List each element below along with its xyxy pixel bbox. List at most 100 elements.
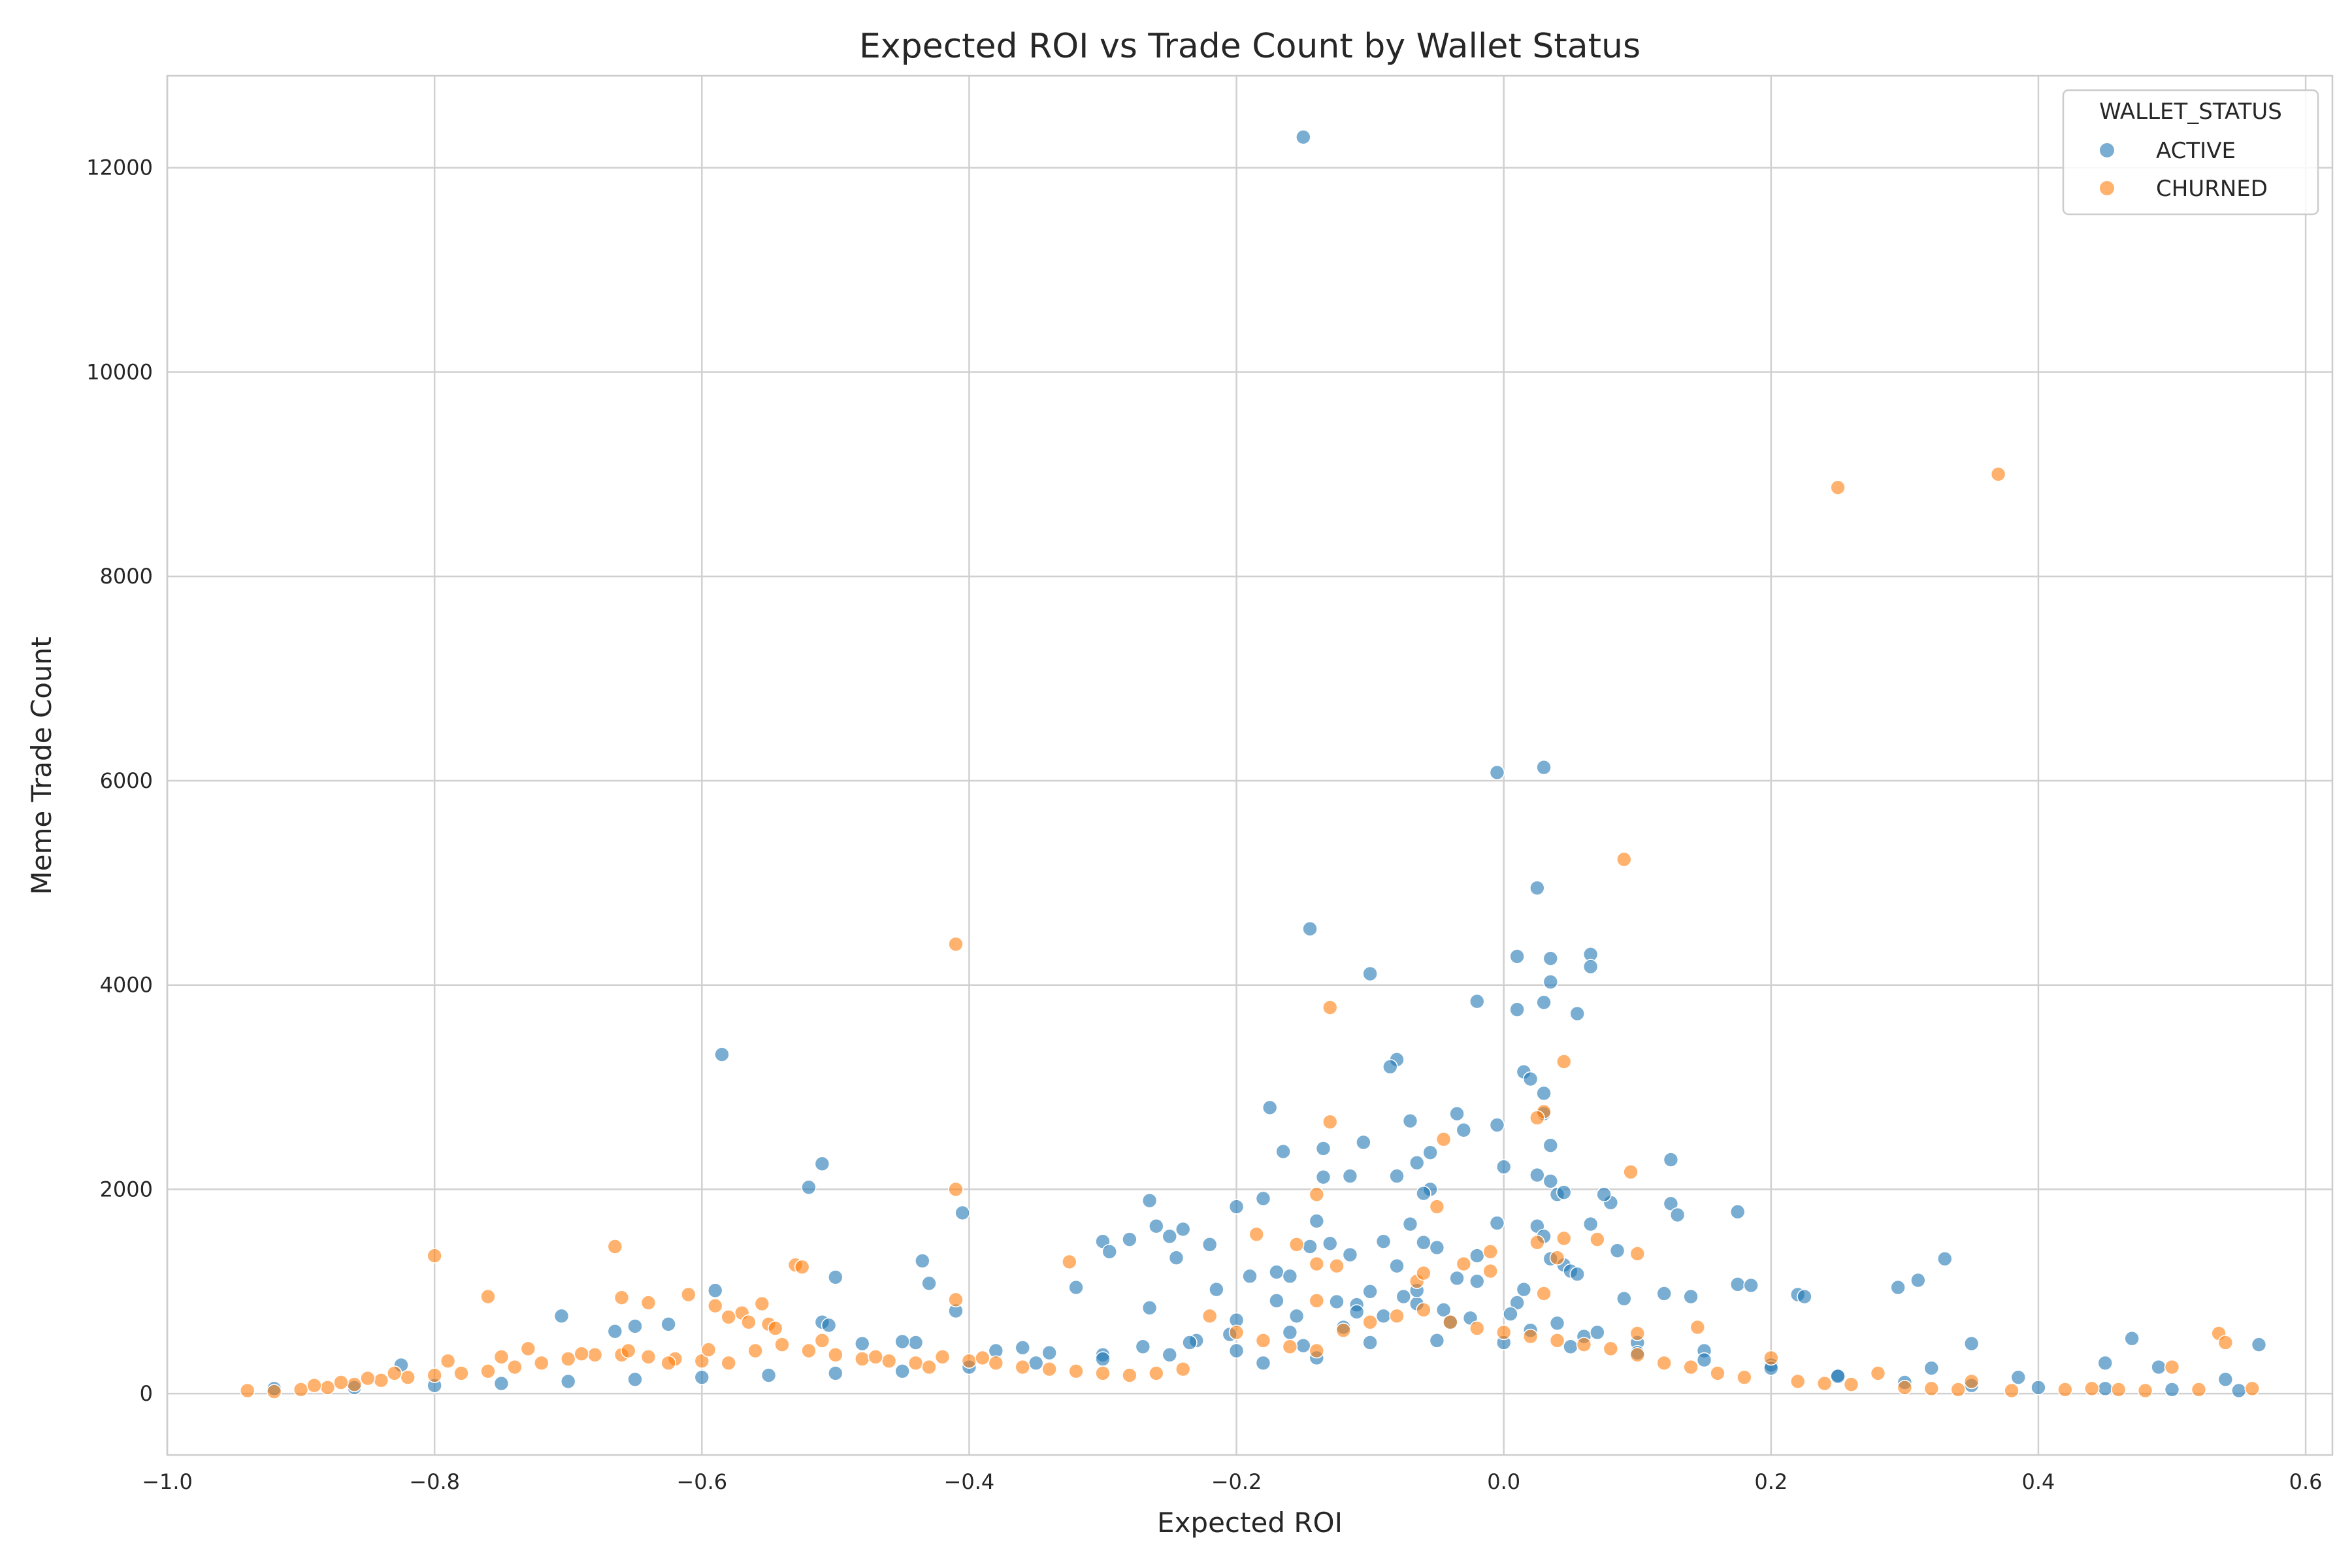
data-point-churned xyxy=(480,1288,496,1305)
data-point-churned xyxy=(1309,1293,1325,1309)
data-point-active xyxy=(814,1156,830,1172)
data-point-active xyxy=(1522,1071,1539,1087)
data-point-active xyxy=(553,1308,570,1324)
data-point-churned xyxy=(721,1355,736,1371)
data-point-active xyxy=(854,1335,870,1352)
data-point-active xyxy=(627,1371,643,1388)
y-tick-label: 8000 xyxy=(100,564,153,589)
data-point-churned xyxy=(1556,1054,1572,1070)
data-point-active xyxy=(607,1323,623,1339)
data-point-churned xyxy=(306,1377,322,1394)
data-point-active xyxy=(828,1365,843,1381)
data-point-active xyxy=(1569,1005,1585,1022)
y-tick-label: 10000 xyxy=(86,359,153,384)
data-point-churned xyxy=(1122,1367,1137,1383)
data-point-churned xyxy=(386,1365,402,1381)
data-point-churned xyxy=(1288,1237,1305,1252)
data-point-churned xyxy=(707,1298,723,1314)
data-point-active xyxy=(1509,949,1525,964)
data-point-active xyxy=(821,1317,837,1333)
data-point-active xyxy=(760,1367,777,1383)
data-point-active xyxy=(1543,974,1559,990)
data-point-churned xyxy=(266,1384,282,1399)
data-point-churned xyxy=(1616,851,1632,868)
data-point-churned xyxy=(741,1314,757,1330)
data-point-active xyxy=(1141,1192,1158,1209)
data-point-active xyxy=(1362,1284,1378,1299)
data-point-churned xyxy=(1816,1375,1833,1392)
data-point-churned xyxy=(239,1382,255,1399)
data-point-churned xyxy=(747,1343,763,1359)
x-tick-label: 0.0 xyxy=(1487,1469,1520,1494)
data-point-churned xyxy=(1763,1350,1779,1366)
data-point-active xyxy=(1041,1345,1057,1361)
y-tick-label: 0 xyxy=(140,1381,153,1406)
data-point-active xyxy=(2031,1379,2046,1396)
data-point-churned xyxy=(1495,1324,1512,1341)
data-point-active xyxy=(2124,1330,2140,1347)
data-point-churned xyxy=(1416,1265,1431,1281)
data-point-active xyxy=(2151,1359,2166,1375)
x-tick-label: −0.2 xyxy=(1211,1469,1262,1494)
data-point-churned xyxy=(360,1370,376,1386)
data-point-active xyxy=(1122,1232,1137,1247)
data-point-churned xyxy=(1603,1341,1619,1357)
data-point-active xyxy=(1348,1304,1365,1320)
data-point-active xyxy=(1435,1302,1452,1318)
data-point-active xyxy=(1015,1340,1031,1356)
data-point-churned xyxy=(854,1351,870,1367)
data-point-churned xyxy=(1389,1308,1405,1324)
data-point-active xyxy=(1503,1306,1518,1322)
data-point-churned xyxy=(1536,1286,1552,1301)
data-point-active xyxy=(1296,129,1311,145)
data-point-active xyxy=(1456,1122,1472,1138)
data-point-active xyxy=(1910,1272,1926,1288)
data-point-active xyxy=(1797,1288,1812,1305)
data-point-active xyxy=(1729,1277,1746,1292)
data-point-active xyxy=(1255,1355,1271,1371)
data-point-active xyxy=(1656,1286,1672,1301)
data-points xyxy=(239,129,2267,1399)
data-point-active xyxy=(2231,1382,2247,1399)
data-point-active xyxy=(1683,1288,1699,1305)
data-point-churned xyxy=(520,1341,536,1357)
data-point-active xyxy=(1556,1184,1572,1200)
chart-title: Expected ROI vs Trade Count by Wallet St… xyxy=(859,27,1641,66)
data-point-active xyxy=(1449,1270,1465,1286)
data-point-active xyxy=(1396,1288,1412,1305)
data-point-churned xyxy=(694,1353,710,1369)
data-point-churned xyxy=(1789,1373,1806,1390)
data-point-active xyxy=(894,1363,910,1379)
data-point-churned xyxy=(754,1296,770,1312)
data-point-active xyxy=(1149,1218,1164,1234)
data-point-churned xyxy=(2164,1359,2180,1375)
data-point-churned xyxy=(661,1355,676,1371)
data-point-churned xyxy=(2191,1382,2207,1397)
data-point-churned xyxy=(1897,1379,1913,1396)
x-tick-label: −0.6 xyxy=(676,1469,727,1494)
data-point-active xyxy=(1469,1248,1485,1264)
data-point-active xyxy=(1663,1152,1679,1168)
data-point-churned xyxy=(453,1365,469,1381)
data-point-active xyxy=(1288,1308,1305,1324)
data-point-active xyxy=(661,1316,676,1332)
data-point-churned xyxy=(427,1248,442,1264)
data-point-churned xyxy=(1015,1359,1031,1375)
data-point-active xyxy=(1536,759,1552,776)
data-point-active xyxy=(1168,1250,1184,1266)
data-point-churned xyxy=(1322,1114,1338,1130)
data-point-churned xyxy=(1435,1132,1452,1147)
data-point-active xyxy=(1375,1233,1392,1249)
x-tick-label: −1.0 xyxy=(142,1469,193,1494)
data-point-active xyxy=(1923,1360,1940,1376)
data-point-churned xyxy=(794,1259,810,1275)
data-point-active xyxy=(1543,951,1559,966)
data-point-churned xyxy=(427,1367,442,1383)
data-point-active xyxy=(1830,1368,1846,1384)
data-point-churned xyxy=(1522,1328,1539,1345)
data-point-churned xyxy=(533,1355,549,1371)
data-point-churned xyxy=(1469,1320,1485,1336)
data-point-active xyxy=(1162,1347,1178,1363)
data-point-active xyxy=(1322,1235,1338,1252)
data-point-active xyxy=(1489,764,1505,781)
